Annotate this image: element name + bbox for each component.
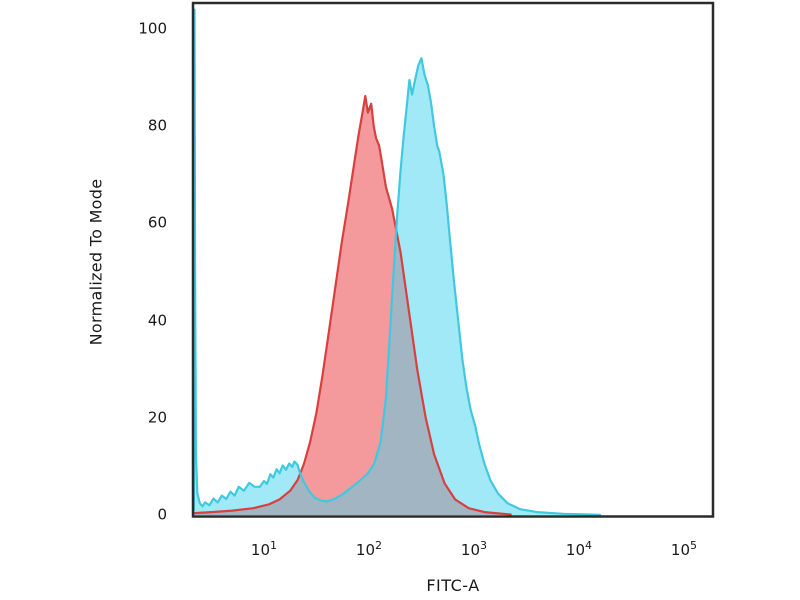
y-tick-label-100: 100 [138, 19, 167, 38]
plot-frame [191, 1, 715, 518]
cyan-histogram-outline [192, 8, 602, 516]
x-tick-label-10e2: 102 [355, 539, 382, 559]
x-tick-label-10e1: 101 [250, 539, 277, 559]
y-tick-label-0: 0 [157, 505, 167, 524]
y-tick-label-80: 80 [147, 116, 167, 135]
y-tick-label-20: 20 [147, 408, 167, 427]
y-tick-label-40: 40 [147, 311, 167, 330]
red-histogram-fill [193, 96, 511, 515]
y-axis-title: Normalized To Mode [86, 178, 106, 346]
y-tick-label-60: 60 [147, 214, 167, 233]
x-tick-label-10e4: 104 [565, 539, 592, 559]
x-tick-label-10e5: 105 [670, 539, 698, 559]
x-axis-title: FITC-A [426, 576, 480, 595]
red-histogram-outline [192, 95, 512, 516]
x-tick-label-10e3: 103 [460, 539, 487, 559]
